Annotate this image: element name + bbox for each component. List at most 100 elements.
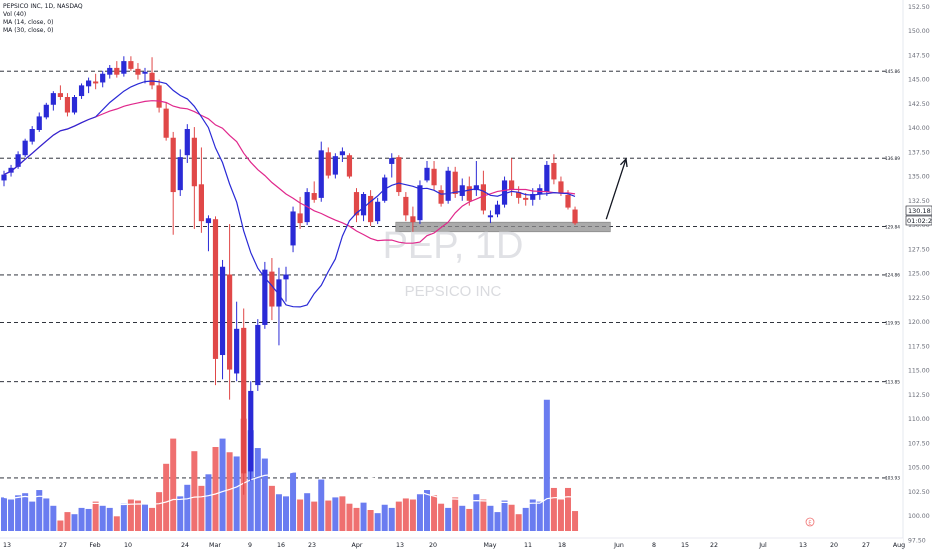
legend-ma14[interactable]: MA (14, close, 0) bbox=[3, 19, 54, 26]
volume-bar bbox=[261, 458, 268, 531]
candle-body bbox=[452, 171, 458, 195]
candle-body bbox=[572, 209, 578, 224]
time-tick-label: 11 bbox=[524, 542, 532, 549]
chart-legend: PEPSICO INC, 1D, NASDAQ Vol (40) MA (14,… bbox=[3, 3, 83, 35]
candle-body bbox=[219, 266, 226, 356]
candle-body bbox=[29, 129, 35, 142]
time-tick-label: 13 bbox=[3, 542, 11, 549]
time-tick-label: 22 bbox=[710, 542, 718, 549]
candle-body bbox=[86, 80, 92, 87]
candle-body bbox=[43, 104, 49, 118]
volume-bar bbox=[212, 447, 219, 531]
moving-averages bbox=[3, 80, 576, 308]
candle-body bbox=[565, 194, 571, 208]
volume-bar bbox=[480, 499, 487, 531]
support-zone bbox=[395, 221, 611, 233]
candle-body bbox=[177, 157, 183, 191]
volume-bar bbox=[529, 499, 536, 531]
candle-body bbox=[480, 184, 486, 211]
time-tick-label: 23 bbox=[308, 542, 316, 549]
price-tick-label: 105.00 bbox=[908, 465, 930, 472]
candle-body bbox=[466, 186, 472, 201]
volume-bar bbox=[445, 507, 452, 531]
candle-body bbox=[509, 180, 515, 191]
candle-body bbox=[360, 194, 367, 216]
volume-bar bbox=[332, 497, 339, 531]
time-tick-label: 15 bbox=[681, 542, 689, 549]
volume-bar bbox=[57, 520, 64, 531]
candle-body bbox=[403, 196, 409, 216]
volume-bar bbox=[198, 485, 205, 531]
time-tick-label: 13 bbox=[799, 542, 807, 549]
price-tick-label: 115.00 bbox=[908, 368, 930, 375]
watermark-name: PEPSICO INC bbox=[405, 283, 502, 300]
time-tick-label: Mar bbox=[209, 542, 221, 549]
candle-body bbox=[57, 93, 63, 98]
volume-bar bbox=[388, 507, 395, 531]
level-label: 129.84 bbox=[885, 224, 900, 230]
price-tick-label: 120.00 bbox=[908, 319, 930, 326]
volume-bar bbox=[113, 516, 120, 531]
candle-body bbox=[459, 185, 465, 196]
event-marker[interactable]: E bbox=[805, 517, 815, 527]
level-label-bg bbox=[886, 270, 901, 278]
level-label-bg bbox=[886, 318, 901, 326]
volume-bar bbox=[522, 507, 529, 531]
legend-ma30[interactable]: MA (30, close, 0) bbox=[3, 27, 54, 34]
projection-arrow-head bbox=[619, 157, 628, 168]
candle-body bbox=[424, 167, 430, 181]
legend-symbol[interactable]: PEPSICO INC, 1D, NASDAQ bbox=[3, 3, 83, 10]
projection-arrow bbox=[605, 158, 627, 220]
time-tick-label: May bbox=[483, 542, 496, 549]
time-tick-label: Apr bbox=[352, 542, 363, 549]
volume-bar bbox=[346, 503, 353, 531]
price-tick-label: 100.00 bbox=[908, 513, 930, 520]
candle-body bbox=[205, 218, 212, 224]
horizontal-levels: 145.86 136.89 129.84 124.86 119.95 113.85 103.… bbox=[0, 67, 903, 482]
candle-body bbox=[15, 154, 21, 167]
candle-body bbox=[445, 170, 451, 201]
volume-bar bbox=[29, 501, 36, 531]
candle-body bbox=[487, 215, 494, 218]
level-label: 103.93 bbox=[885, 476, 900, 482]
time-axis-bg bbox=[0, 538, 903, 550]
price-tick-label: 97.50 bbox=[908, 537, 926, 544]
candle-body bbox=[191, 137, 197, 187]
time-tick-label: 27 bbox=[59, 542, 67, 549]
candle-body bbox=[410, 216, 416, 223]
candle-body bbox=[551, 162, 557, 180]
candle-body bbox=[516, 192, 522, 198]
volume-ma bbox=[3, 469, 576, 506]
candle-body bbox=[431, 168, 437, 186]
time-tick-label: Aug bbox=[893, 542, 905, 549]
volume-bar bbox=[92, 501, 99, 531]
candle-body bbox=[142, 71, 148, 74]
volume-bar bbox=[36, 490, 43, 531]
time-axis[interactable]: 13 27 Feb 10 24 Mar 9 16 23 Apr 13 20 May 11 18 Jun 8 15 2… bbox=[0, 537, 905, 550]
candle-body bbox=[276, 279, 282, 307]
volume-bar bbox=[318, 479, 325, 531]
volume-ma-line bbox=[3, 469, 576, 506]
volume-bar bbox=[15, 495, 22, 531]
candle-body bbox=[114, 67, 120, 75]
candle-body bbox=[494, 204, 501, 215]
price-tick-label: 110.00 bbox=[908, 416, 930, 423]
time-tick-label: Jul bbox=[758, 542, 767, 549]
countdown-tag-bg bbox=[905, 215, 932, 226]
volume-bar bbox=[22, 493, 29, 531]
candle-body bbox=[339, 151, 345, 156]
volume-bar bbox=[163, 463, 170, 531]
watermark: PEP, 1D PEPSICO INC bbox=[383, 225, 524, 300]
volume-bar bbox=[127, 499, 134, 531]
candle-body bbox=[64, 97, 71, 113]
candle-body bbox=[121, 61, 127, 74]
price-axis[interactable]: 97.50 100.00 102.50 105.00 107.50 110.00 112.5… bbox=[902, 0, 932, 550]
price-tick-label: 137.50 bbox=[908, 149, 930, 156]
volume-bar bbox=[233, 456, 240, 531]
legend-volume[interactable]: Vol (40) bbox=[3, 11, 27, 18]
price-tick-label: 130.00 bbox=[908, 222, 930, 229]
volume-bar bbox=[494, 512, 501, 531]
time-tick-label: Jun bbox=[613, 542, 624, 549]
price-tick-label: 117.50 bbox=[908, 343, 930, 350]
